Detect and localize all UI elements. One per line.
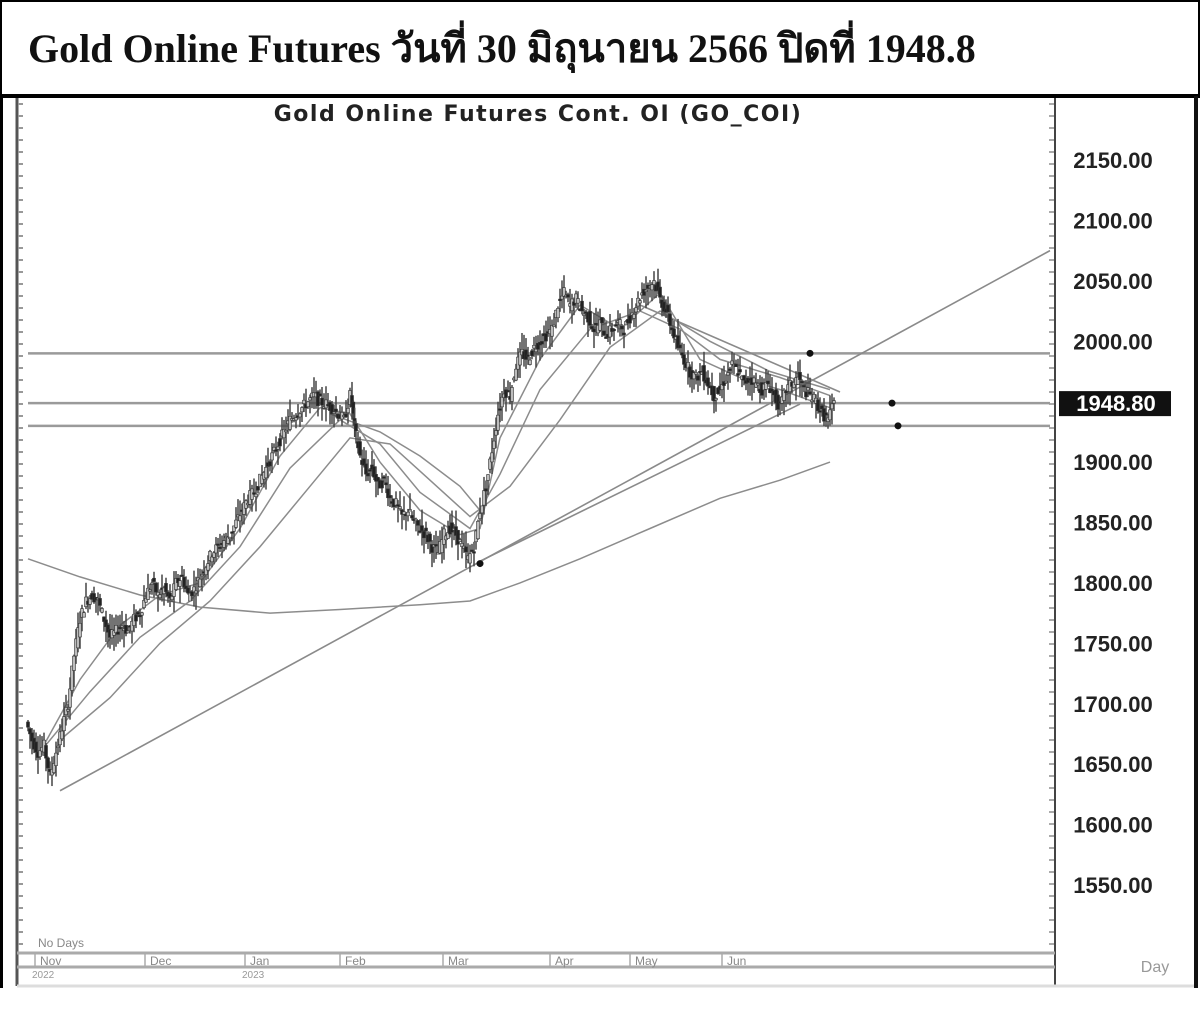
y-tick-label: 2100.00 bbox=[1073, 208, 1153, 233]
y-tick-label: 1550.00 bbox=[1073, 873, 1153, 898]
x-month-label: Nov bbox=[40, 954, 61, 968]
moving-average-ma-long bbox=[59, 310, 831, 741]
moving-average-ma-100-curve bbox=[329, 413, 481, 511]
page-title: Gold Online Futures วันที่ 30 มิถุนายน 2… bbox=[28, 26, 976, 71]
right-tick-marks bbox=[1049, 103, 1054, 945]
trend-line-mid-uptrend bbox=[479, 403, 801, 562]
x-month-label: Jan bbox=[250, 954, 269, 968]
chart-title: Gold Online Futures Cont. OI (GO_COI) bbox=[274, 102, 803, 127]
x-year-label: 2022 bbox=[32, 970, 55, 981]
horizontal-levels bbox=[28, 352, 1050, 428]
x-axis-month-labels: Nov 2022 Dec Jan 2023 Feb Mar Apr May Jun bbox=[32, 954, 746, 981]
moving-averages bbox=[27, 291, 831, 753]
y-tick-label: 1600.00 bbox=[1073, 813, 1153, 838]
y-tick-label: 1900.00 bbox=[1073, 450, 1153, 475]
moving-average-ma-medium bbox=[39, 310, 831, 753]
y-tick-label: 2150.00 bbox=[1073, 148, 1153, 173]
marker-points bbox=[476, 349, 902, 568]
last-price-badge: 1948.80 bbox=[1059, 391, 1171, 417]
marker-dot bbox=[894, 422, 902, 430]
y-tick-label: 1650.00 bbox=[1073, 752, 1153, 777]
frame-right-border bbox=[1194, 96, 1198, 988]
trend-line-long-term-uptrend bbox=[59, 249, 1051, 792]
moving-average-ma-200 bbox=[27, 461, 831, 614]
x-month-label: Feb bbox=[345, 954, 366, 968]
x-month-label: Dec bbox=[150, 954, 171, 968]
title-bar: Gold Online Futures วันที่ 30 มิถุนายน 2… bbox=[0, 0, 1200, 98]
y-tick-label: 2050.00 bbox=[1073, 269, 1153, 294]
last-price-label: 1948.80 bbox=[1076, 391, 1156, 416]
left-tick-marks bbox=[18, 103, 23, 945]
trend-lines bbox=[59, 249, 1051, 792]
y-tick-label: 1700.00 bbox=[1073, 692, 1153, 717]
x-month-label: May bbox=[635, 954, 658, 968]
y-tick-label: 1750.00 bbox=[1073, 631, 1153, 656]
x-month-label: Mar bbox=[448, 954, 469, 968]
y-tick-label: 2000.00 bbox=[1073, 329, 1153, 354]
y-axis-labels: 2150.00 2100.00 2050.00 2000.00 1900.00 1850.… bbox=[1073, 148, 1153, 898]
marker-dot bbox=[806, 349, 814, 357]
marker-dot bbox=[888, 399, 896, 407]
x-axis-caption: No Days bbox=[38, 936, 84, 950]
x-year-label: 2023 bbox=[242, 970, 265, 981]
moving-average-ma-short bbox=[39, 291, 831, 753]
timeframe-label: Day bbox=[1141, 959, 1169, 976]
x-month-label: Jun bbox=[727, 954, 746, 968]
y-tick-label: 1850.00 bbox=[1073, 511, 1153, 536]
x-month-label: Apr bbox=[555, 954, 574, 968]
price-bars bbox=[26, 268, 836, 787]
y-tick-label: 1800.00 bbox=[1073, 571, 1153, 596]
marker-dot bbox=[476, 560, 484, 568]
frame-left-border bbox=[0, 96, 3, 988]
